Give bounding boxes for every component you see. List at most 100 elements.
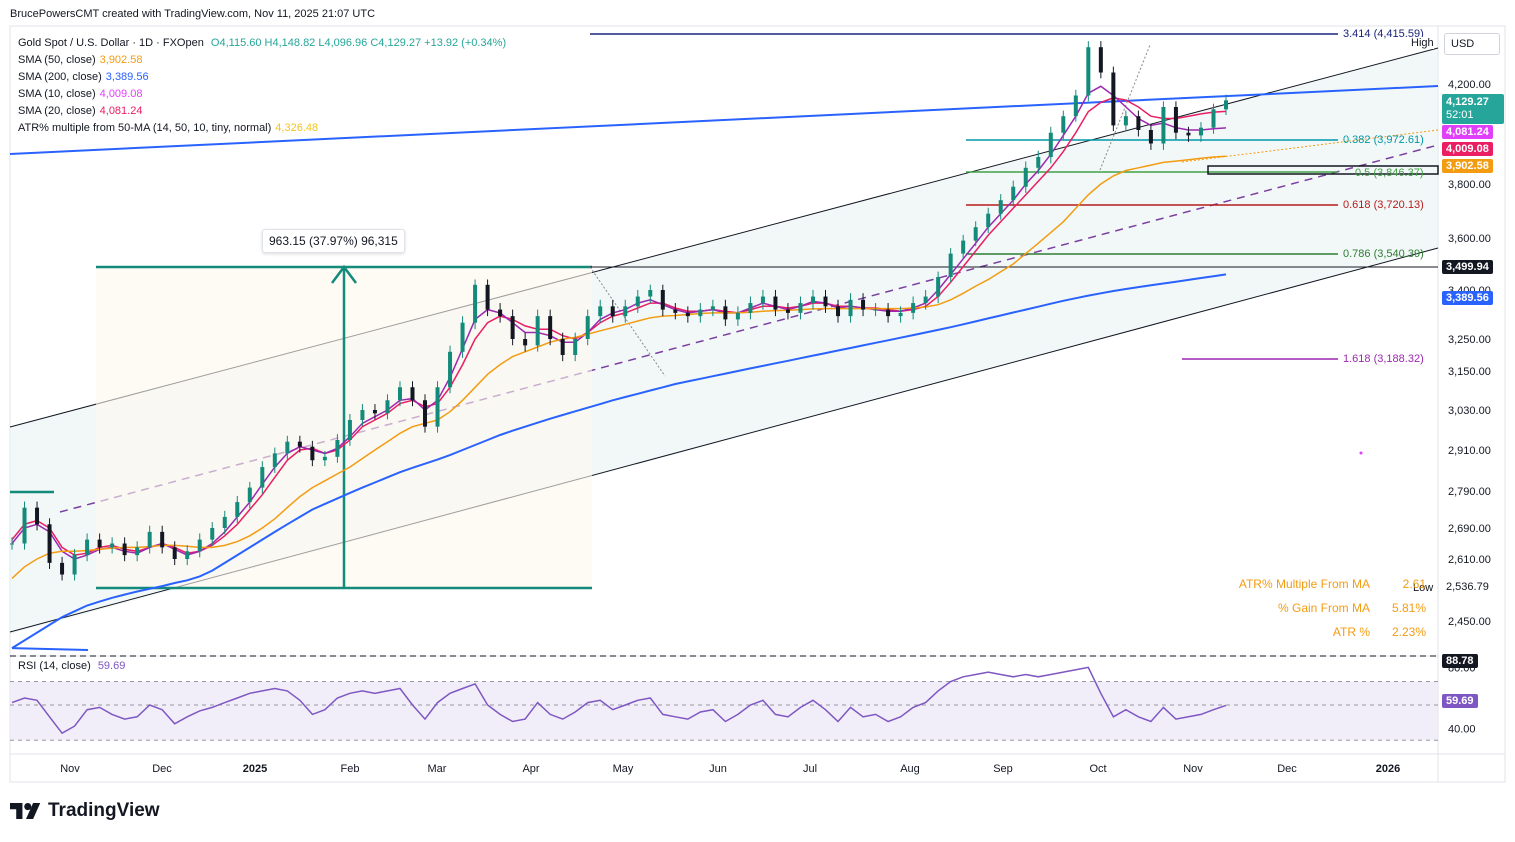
candle-body	[1098, 47, 1103, 73]
author-name[interactable]: BrucePowersCMT	[10, 8, 100, 20]
candle-body	[235, 502, 240, 517]
candle-body	[423, 400, 428, 427]
rsi-line	[11, 666, 1227, 735]
candle-body	[1123, 116, 1128, 126]
ma-line-4	[11, 273, 1227, 649]
price-tag-sma200[interactable]: 3,389.56	[1442, 291, 1493, 305]
price-tag-sma20[interactable]: 4,081.24	[1442, 125, 1493, 139]
time-axis-tick: Nov	[60, 763, 80, 775]
price-tag-last[interactable]: 4,129.27 52:01	[1442, 94, 1504, 124]
atr-value: 5.81%	[1391, 601, 1426, 615]
price-tag-sma50[interactable]: 3,902.58	[1442, 159, 1493, 173]
candle-body	[898, 312, 903, 317]
measure-tool-label[interactable]: 963.15 (37.97%) 96,315	[262, 229, 405, 253]
candle-body	[97, 539, 102, 548]
gap-box	[1207, 165, 1439, 175]
indicator-row-sma20[interactable]: SMA (20, close) 4,081.24	[18, 103, 506, 120]
candle-body	[1111, 72, 1116, 126]
candle-body	[197, 539, 202, 552]
candle-body	[1211, 109, 1216, 128]
ma200-extension	[11, 647, 89, 651]
countdown: 52:01	[1446, 109, 1474, 121]
indicator-row-sma200[interactable]: SMA (200, close) 3,389.56	[18, 69, 506, 86]
rsi-value: 59.69	[97, 660, 126, 672]
indicator-row-atr[interactable]: ATR% multiple from 50-MA (14, 50, 10, ti…	[18, 120, 506, 137]
indicator-row-sma50[interactable]: SMA (50, close) 3,902.58	[18, 52, 506, 69]
chart-frame	[9, 25, 1506, 783]
candle-body	[773, 296, 778, 310]
candle-body	[410, 387, 415, 401]
rsi-axis-tick: 40.00	[1448, 724, 1476, 736]
dotted-trend-line	[1181, 129, 1439, 163]
low-label: Low	[1413, 582, 1434, 594]
candle-body	[397, 387, 402, 401]
main-legend: Gold Spot / U.S. Dollar · 1D · FXOpen O4…	[18, 35, 506, 137]
candle-body	[1224, 100, 1228, 110]
ohlc-values: O4,115.60 H4,148.82 L4,096.96 C4,129.27 …	[210, 37, 507, 49]
candle-body	[1198, 127, 1203, 136]
brand-name: TradingView	[48, 800, 160, 821]
rsi-band	[10, 681, 1438, 741]
price-axis-tick: 2,790.00	[1448, 486, 1491, 498]
price-tag-low[interactable]: 2,536.79	[1442, 580, 1493, 594]
time-axis-tick: Oct	[1089, 763, 1106, 775]
time-axis-tick: Dec	[1277, 763, 1297, 775]
indicator-label: SMA (50, close)	[18, 54, 96, 66]
rsi-tag-current[interactable]: 59.69	[1442, 694, 1478, 708]
tradingview-brand[interactable]: TradingView	[10, 800, 160, 822]
ma-line-3	[11, 155, 1227, 579]
candle-body	[385, 400, 390, 414]
high-label: High	[1411, 37, 1434, 49]
candle-body	[85, 539, 90, 556]
candle-body	[836, 306, 841, 317]
fib-label-0382: 0.382 (3,972.61)	[1343, 134, 1424, 146]
rsi-label: RSI (14, close)	[18, 660, 91, 672]
indicator-value: 4,081.24	[99, 105, 143, 117]
candle-body	[1061, 116, 1066, 133]
candle-body	[623, 306, 628, 317]
candle-body	[1023, 167, 1028, 187]
candle-body	[498, 309, 503, 317]
candle-body	[961, 240, 966, 254]
candle-body	[911, 303, 916, 313]
time-axis-tick: Sep	[993, 763, 1013, 775]
candle-body	[1136, 116, 1141, 130]
candle-body	[535, 316, 540, 346]
indicator-label: SMA (20, close)	[18, 105, 96, 117]
candle-body	[823, 296, 828, 307]
fib-label-05: 0.5 (3,846.37)	[1355, 167, 1424, 179]
atr-label: ATR %	[1332, 625, 1370, 639]
ma-line-1	[11, 97, 1227, 556]
candle-body	[998, 200, 1003, 214]
candle-body	[1048, 132, 1053, 157]
candle-body	[685, 312, 690, 317]
price-tag-3499[interactable]: 3,499.94	[1442, 260, 1493, 274]
candle-body	[1073, 95, 1078, 117]
candle-body	[347, 420, 352, 440]
candle-body	[297, 441, 302, 447]
candle-body	[35, 507, 40, 525]
candle-body	[598, 306, 603, 317]
rsi-legend[interactable]: RSI (14, close) 59.69	[18, 660, 125, 672]
candle-body	[936, 277, 941, 297]
currency-button[interactable]: USD	[1444, 33, 1500, 55]
candle-body	[1011, 186, 1016, 201]
price-axis-tick: 2,450.00	[1448, 616, 1491, 628]
rsi-tag-high[interactable]: 88.78	[1442, 654, 1478, 668]
atr-row-gain: % Gain From MA 5.81%	[1190, 596, 1426, 620]
indicator-row-sma10[interactable]: SMA (10, close) 4,009.08	[18, 86, 506, 103]
candle-body	[322, 456, 327, 461]
price-tag-sma10[interactable]: 4,009.08	[1442, 142, 1493, 156]
symbol-row[interactable]: Gold Spot / U.S. Dollar · 1D · FXOpen O4…	[18, 35, 506, 52]
candle-body	[648, 290, 653, 297]
candle-body	[723, 306, 728, 320]
marker-dot	[1359, 451, 1363, 455]
candle-body	[698, 309, 703, 317]
time-axis-tick: May	[613, 763, 634, 775]
candle-body	[22, 507, 27, 544]
time-axis-tick: Aug	[900, 763, 920, 775]
candle-body	[735, 312, 740, 320]
candle-body	[272, 453, 277, 468]
time-axis-tick: Jul	[803, 763, 817, 775]
